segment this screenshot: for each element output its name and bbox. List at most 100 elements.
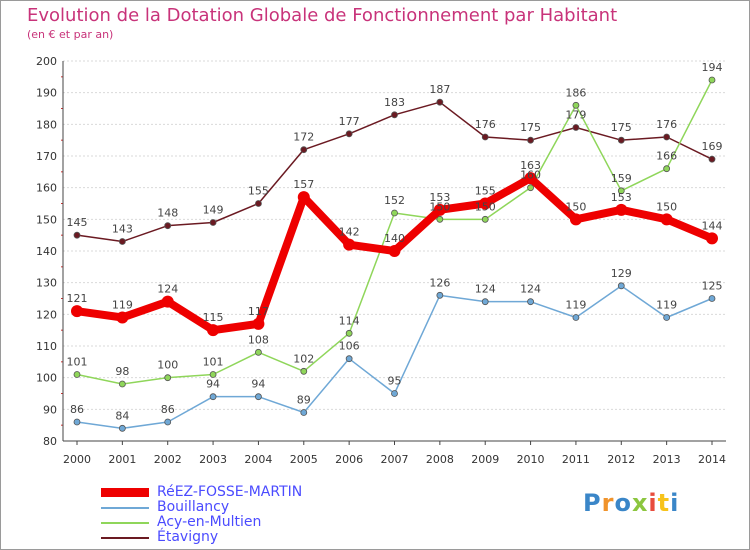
data-label: 124 <box>475 283 496 296</box>
data-point <box>300 367 308 375</box>
data-point <box>436 291 444 299</box>
data-label: 163 <box>520 159 541 172</box>
data-point <box>73 371 81 378</box>
data-point <box>345 130 353 138</box>
data-point <box>209 393 217 401</box>
data-label: 175 <box>611 121 632 134</box>
data-point <box>391 390 398 397</box>
data-label: 179 <box>565 109 586 122</box>
x-tick-label: 2000 <box>63 453 91 466</box>
data-labels: 145 143 148 149 155 172 177 183 187 176 175 179 175 1… <box>67 61 723 422</box>
data-label: 119 <box>656 299 677 312</box>
y-tick-label: 140 <box>36 245 57 258</box>
data-label: 175 <box>520 121 541 134</box>
data-label: 114 <box>339 314 360 327</box>
data-label: 153 <box>611 191 632 204</box>
data-point <box>300 409 308 416</box>
data-point <box>479 197 492 210</box>
data-label: 89 <box>297 394 311 407</box>
data-label: 144 <box>702 219 723 232</box>
data-label: 117 <box>248 305 269 318</box>
data-point <box>343 238 356 251</box>
data-point <box>391 209 398 217</box>
data-label: 98 <box>115 365 129 378</box>
logo-letter: o <box>614 489 632 517</box>
y-tick-label: 170 <box>36 150 57 163</box>
data-label: 186 <box>565 86 586 99</box>
y-tick-label: 110 <box>36 340 57 353</box>
data-label: 152 <box>384 194 405 207</box>
data-point <box>300 146 308 154</box>
data-point <box>527 136 534 144</box>
data-point <box>164 222 172 230</box>
x-tick-label: 2013 <box>653 453 681 466</box>
x-tick-label: 2001 <box>108 453 136 466</box>
data-point <box>118 424 126 432</box>
data-label: 94 <box>206 378 220 391</box>
data-label: 101 <box>203 356 224 369</box>
data-label: 160 <box>520 169 541 182</box>
y-tick-label: 120 <box>36 308 57 321</box>
data-label: 115 <box>203 311 224 324</box>
legend-swatch <box>101 507 149 509</box>
data-point <box>255 200 262 207</box>
y-tick-label: 90 <box>43 403 57 416</box>
x-tick-label: 2008 <box>426 453 454 466</box>
data-point <box>708 295 716 302</box>
legend-label: Étavigny <box>157 529 219 545</box>
legend-label: Bouillancy <box>157 499 230 515</box>
data-label: 149 <box>203 204 224 217</box>
y-tick-label: 180 <box>36 118 57 131</box>
data-label: 148 <box>157 207 178 220</box>
data-point <box>615 203 628 216</box>
y-tick-label: 130 <box>36 277 57 290</box>
logo-letter: i <box>648 489 658 517</box>
data-point <box>436 215 444 223</box>
data-point <box>572 101 580 109</box>
data-point <box>391 111 398 119</box>
data-point <box>617 282 625 290</box>
data-point <box>207 324 220 337</box>
data-point <box>481 215 489 223</box>
data-point <box>73 418 81 426</box>
legend-swatch <box>101 488 149 497</box>
data-point <box>527 298 534 306</box>
data-label: 119 <box>565 299 586 312</box>
logo-letter: x <box>631 489 649 517</box>
data-point <box>481 298 489 306</box>
data-label: 106 <box>339 340 360 353</box>
data-label: 100 <box>157 359 178 372</box>
data-label: 150 <box>656 200 677 213</box>
data-point <box>164 418 172 426</box>
data-point <box>118 238 126 245</box>
data-label: 150 <box>429 200 450 213</box>
data-point <box>524 172 537 185</box>
x-tick-label: 2009 <box>471 453 499 466</box>
data-point <box>572 124 580 131</box>
data-point <box>617 136 625 144</box>
data-label: 126 <box>429 276 450 289</box>
y-tick-label: 80 <box>43 435 57 448</box>
logo-letter: i <box>670 489 680 517</box>
series-layer <box>71 76 718 432</box>
y-tick-label: 190 <box>36 87 57 100</box>
data-point <box>708 76 716 84</box>
data-label: 129 <box>611 267 632 280</box>
data-label: 153 <box>429 191 450 204</box>
logo-letter: t <box>657 489 671 517</box>
y-tick-label: 150 <box>36 213 57 226</box>
y-tick-label: 160 <box>36 182 57 195</box>
data-label: 86 <box>70 403 84 416</box>
data-label: 142 <box>339 226 360 239</box>
data-label: 176 <box>656 118 677 131</box>
data-label: 166 <box>656 150 677 163</box>
data-label: 125 <box>702 280 723 293</box>
x-tick-label: 2004 <box>244 453 272 466</box>
data-label: 119 <box>112 299 133 312</box>
data-point <box>569 213 582 226</box>
data-point <box>345 355 353 363</box>
data-label: 194 <box>702 61 723 74</box>
data-point <box>663 165 671 173</box>
data-point <box>433 203 446 216</box>
